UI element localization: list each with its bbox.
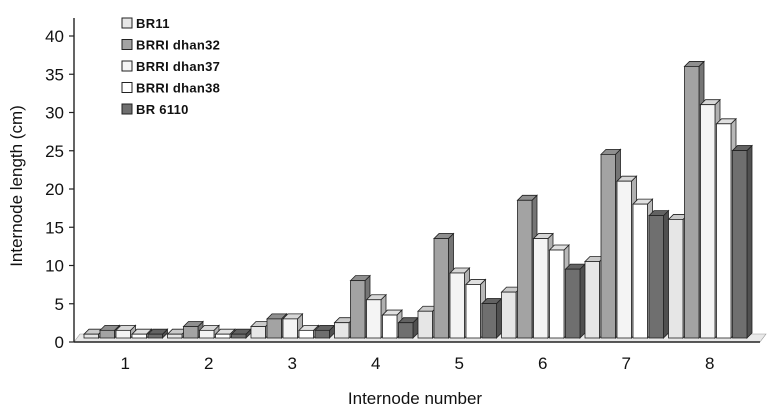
y-tick-label: 25	[45, 142, 64, 161]
legend-label: BR 6110	[136, 102, 189, 117]
legend-label: BR11	[136, 16, 170, 31]
y-tick-label: 40	[45, 27, 64, 46]
bar-br-6110-4	[397, 316, 419, 339]
y-tick-label: 5	[55, 295, 64, 314]
bar-front	[616, 180, 632, 339]
bar-front	[600, 153, 616, 339]
bar-front	[417, 310, 433, 339]
bar-br-6110-1	[147, 328, 169, 339]
bar-front	[533, 238, 549, 339]
bar-front	[684, 66, 700, 339]
bar-front	[115, 329, 131, 339]
bar-front	[350, 280, 366, 339]
legend-label: BRRI dhan32	[136, 38, 220, 53]
x-axis-title: Internode number	[348, 389, 483, 408]
bar-front	[433, 238, 449, 339]
legend-item: BR 6110	[121, 102, 189, 117]
bar-front	[565, 268, 581, 339]
bar-front	[481, 303, 497, 339]
bars-group	[83, 60, 753, 339]
bar-front	[648, 215, 664, 339]
bar-side	[579, 263, 586, 339]
bar-front	[449, 272, 465, 339]
bar-brri-dhan38-2	[214, 328, 236, 339]
x-tick-label: 7	[622, 354, 631, 373]
y-tick-label: 15	[45, 218, 64, 237]
bar-front	[517, 199, 533, 339]
bar-front	[716, 123, 732, 339]
bar-br-6110-7	[648, 209, 670, 339]
x-tick-label: 1	[121, 354, 130, 373]
x-tick-label: 4	[371, 354, 380, 373]
bar-side	[746, 144, 753, 339]
x-tick-label: 6	[538, 354, 547, 373]
bar-br-6110-6	[564, 263, 586, 339]
legend-swatch	[121, 82, 133, 93]
bar-brri-dhan37-2	[198, 324, 220, 339]
bar-front	[732, 150, 748, 339]
bar-front	[632, 203, 648, 339]
bar-front	[298, 329, 314, 339]
legend-label: BRRI dhan38	[136, 81, 220, 96]
y-axis-title: Internode length (cm)	[7, 105, 26, 267]
bar-side	[663, 209, 669, 339]
bar-front	[167, 333, 183, 339]
bar-side	[496, 297, 502, 339]
bar-br-6110-2	[230, 328, 252, 339]
legend-item: BRRI dhan38	[121, 81, 220, 96]
x-tick-label: 3	[288, 354, 297, 373]
legend-swatch	[121, 17, 133, 29]
legend-item: BRRI dhan32	[121, 38, 220, 53]
x-tick-labels: 1 2 3 4 5 6 7 8	[121, 354, 715, 373]
bar-front	[131, 333, 147, 339]
bar-front	[549, 249, 565, 339]
bar-front	[314, 329, 330, 339]
legend-swatch	[121, 60, 133, 72]
bar-br-6110-3	[314, 324, 336, 339]
y-tick-labels: 0 5 10 15 20 25 30 35 40	[45, 27, 74, 352]
bar-front	[334, 322, 350, 339]
axes-group	[73, 18, 760, 343]
bar-front	[250, 326, 266, 339]
x-tick-label: 2	[204, 354, 213, 373]
bar-front	[398, 322, 414, 339]
bar-br-6110-8	[731, 144, 753, 339]
y-tick-label: 10	[45, 257, 64, 276]
bar-front	[199, 329, 215, 339]
legend-swatch	[121, 103, 133, 115]
bar-front	[501, 291, 517, 339]
bar-front	[215, 333, 231, 339]
legend: BR11 BRRI dhan32 BRRI dhan37 BRRI dhan38 BR …	[121, 16, 220, 117]
bar-front	[183, 326, 199, 339]
y-tick-label: 20	[45, 180, 64, 199]
bar-front	[266, 318, 282, 339]
bar-front	[668, 219, 684, 339]
bar-front	[147, 333, 163, 339]
bar-front	[282, 318, 298, 339]
bar-front	[465, 284, 481, 339]
y-tick-label: 0	[55, 333, 64, 352]
bar-front	[231, 333, 247, 339]
bar-front	[382, 314, 398, 339]
legend-item: BR11	[121, 16, 170, 31]
legend-swatch	[121, 39, 133, 50]
y-tick-label: 30	[45, 104, 64, 123]
y-tick-label: 35	[45, 65, 64, 84]
bar-br-6110-5	[481, 297, 503, 339]
bar-front	[584, 261, 600, 339]
x-tick-label: 8	[705, 354, 714, 373]
bar-front	[99, 329, 115, 339]
bar-front	[366, 299, 382, 339]
bar-front	[700, 104, 716, 339]
legend-label: BRRI dhan37	[136, 59, 220, 74]
legend-item: BRRI dhan37	[121, 59, 220, 74]
bar-front	[83, 333, 99, 339]
x-tick-label: 5	[455, 354, 464, 373]
